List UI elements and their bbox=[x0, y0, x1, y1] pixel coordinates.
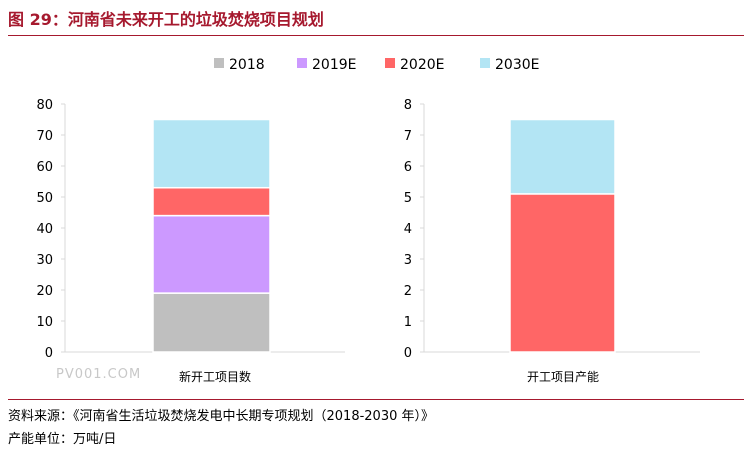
legend-label-2020E: 2020E bbox=[400, 57, 444, 73]
bar-segment-2019E bbox=[152, 214, 271, 294]
bar-segment-2020E bbox=[509, 193, 616, 353]
source-note: 资料来源：《河南省生活垃圾焚烧发电中长期专项规划（2018-2030 年）》 bbox=[8, 409, 434, 424]
y-tick-label: 5 bbox=[404, 191, 412, 206]
legend-swatch-2020E bbox=[385, 58, 395, 68]
y-tick-label: 2 bbox=[404, 284, 412, 299]
y-tick-label: 6 bbox=[404, 160, 412, 175]
legend-label-2018: 2018 bbox=[229, 57, 265, 73]
legend-label-2030E: 2030E bbox=[495, 57, 539, 73]
y-tick-label: 0 bbox=[404, 346, 412, 361]
bar-segment-2018 bbox=[152, 292, 271, 353]
y-tick-label: 40 bbox=[36, 222, 53, 237]
watermark: PV001.COM bbox=[56, 367, 142, 382]
legend: 2018 2019E 2020E 2030E bbox=[214, 57, 539, 73]
y-tick-label: 50 bbox=[36, 191, 53, 206]
unit-note: 产能单位：万吨/日 bbox=[8, 432, 117, 447]
y-tick-label: 7 bbox=[404, 129, 412, 144]
y-tick-label: 3 bbox=[404, 253, 412, 268]
y-tick-label: 30 bbox=[36, 253, 53, 268]
chart-panel-capacity: 0 1 2 3 4 5 6 7 8 开工项目产能 bbox=[404, 98, 700, 384]
y-tick-label: 70 bbox=[36, 129, 53, 144]
bar-segment-2030E bbox=[509, 118, 616, 195]
y-tick-label: 10 bbox=[36, 315, 53, 330]
chart-title: 图 29：河南省未来开工的垃圾焚烧项目规划 bbox=[8, 10, 324, 29]
category-label: 开工项目产能 bbox=[527, 370, 599, 384]
category-label: 新开工项目数 bbox=[179, 369, 251, 384]
legend-swatch-2018 bbox=[214, 58, 224, 68]
y-tick-label: 80 bbox=[36, 98, 53, 113]
legend-swatch-2019E bbox=[297, 58, 307, 68]
chart-area: 2018 2019E 2020E 2030E 01020304050607080新开工… bbox=[36, 57, 700, 384]
y-tick-label: 20 bbox=[36, 284, 53, 299]
bar-segment-2030E bbox=[152, 118, 271, 189]
y-tick-label: 0 bbox=[45, 346, 53, 361]
bar-segment-2020E bbox=[152, 186, 271, 217]
y-tick-label: 1 bbox=[404, 315, 412, 330]
title-divider bbox=[8, 35, 744, 36]
y-tick-label: 60 bbox=[36, 160, 53, 175]
legend-label-2019E: 2019E bbox=[312, 57, 356, 73]
footer-divider bbox=[8, 399, 744, 400]
chart-panel-project-count: 0 10 20 30 40 50 60 70 80 新开工项目数 bbox=[36, 98, 345, 384]
y-tick-label: 8 bbox=[404, 98, 412, 113]
legend-swatch-2030E bbox=[480, 58, 490, 68]
y-tick-label: 4 bbox=[404, 222, 412, 237]
